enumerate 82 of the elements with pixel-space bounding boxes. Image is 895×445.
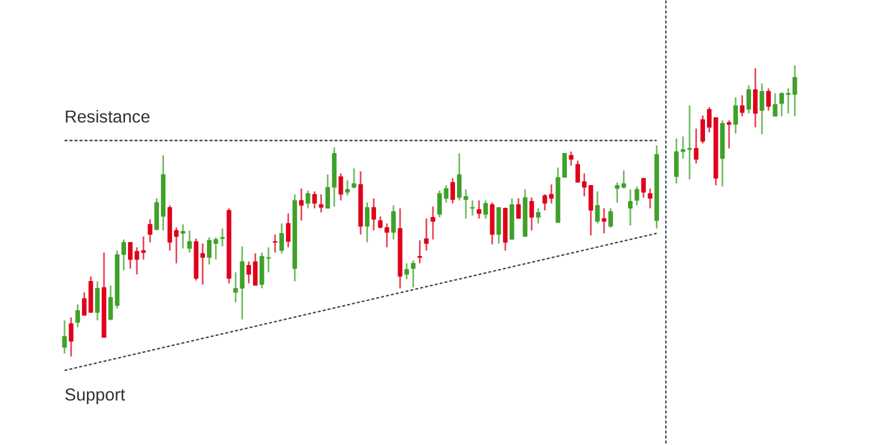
candlestick	[253, 252, 258, 286]
candlestick	[786, 88, 791, 114]
candlestick	[516, 198, 521, 220]
candlestick	[614, 182, 620, 204]
candlestick	[766, 88, 771, 112]
candlestick	[437, 190, 442, 218]
candlestick	[384, 222, 390, 248]
candlestick	[536, 208, 541, 224]
candlestick	[680, 136, 686, 160]
candlestick	[391, 204, 396, 240]
candlestick	[779, 92, 784, 118]
candlestick	[128, 242, 133, 270]
candlestick	[687, 104, 692, 180]
candlestick	[318, 194, 324, 214]
candlestick	[180, 224, 186, 250]
candlestick	[772, 92, 778, 118]
candlestick	[628, 188, 633, 226]
candlestick	[542, 194, 548, 212]
candlestick	[174, 226, 179, 264]
candlestick	[476, 200, 482, 220]
candlestick	[352, 168, 356, 190]
candlestick	[733, 96, 738, 134]
candlestick	[753, 68, 758, 128]
annotation: Resistance	[64, 106, 150, 126]
candlestick	[246, 260, 252, 284]
candlestick	[582, 172, 587, 198]
candlestick	[595, 190, 600, 224]
candlestick	[450, 178, 455, 204]
candlestick	[148, 218, 152, 244]
candlestick	[214, 236, 218, 260]
candlestick	[700, 114, 706, 144]
candlestick	[410, 260, 416, 288]
candlestick	[338, 172, 344, 202]
candlestick	[272, 234, 278, 254]
candlestick	[325, 174, 330, 210]
candlestick	[404, 262, 409, 280]
candlestick	[312, 190, 317, 210]
candlestick	[424, 218, 429, 252]
candlestick	[444, 184, 448, 204]
candlestick	[602, 208, 606, 234]
candlestick	[746, 84, 752, 114]
candlestick	[529, 196, 534, 232]
candlestick	[694, 128, 698, 164]
candlestick	[740, 94, 744, 118]
candlestick	[430, 206, 436, 240]
candlestick	[378, 216, 383, 230]
candlestick	[707, 106, 712, 134]
candlestick	[345, 180, 350, 196]
candlestick	[68, 316, 74, 358]
candlestick	[200, 242, 205, 286]
candlestick	[299, 188, 304, 222]
candlestick	[634, 186, 640, 206]
candlestick	[760, 82, 764, 136]
candlestick	[62, 320, 67, 354]
candlestick	[82, 292, 87, 316]
candlestick	[464, 188, 468, 220]
candlestick	[206, 236, 212, 266]
candlestick	[483, 200, 488, 220]
candlestick	[121, 238, 126, 272]
candlestick	[568, 150, 574, 166]
candlestick	[187, 230, 192, 254]
candlestick	[726, 120, 732, 150]
candlestick	[108, 284, 113, 322]
candlestick	[575, 160, 580, 184]
candlestick	[641, 178, 646, 198]
candlestick	[220, 228, 225, 248]
candlestick	[233, 272, 238, 304]
candlestick	[456, 152, 462, 202]
text: Support	[64, 384, 126, 404]
candlestick	[470, 200, 475, 216]
candlestick	[418, 240, 422, 264]
candlestick	[549, 184, 554, 204]
candlestick	[648, 188, 652, 210]
candlestick	[608, 208, 613, 228]
candlestick	[621, 170, 626, 190]
candlestick	[792, 64, 798, 118]
candlestick	[286, 212, 291, 248]
candlestick	[279, 222, 284, 254]
candlestick	[75, 304, 80, 328]
candlestick	[306, 190, 310, 210]
candlestick	[371, 198, 376, 232]
candlestick	[364, 202, 370, 244]
